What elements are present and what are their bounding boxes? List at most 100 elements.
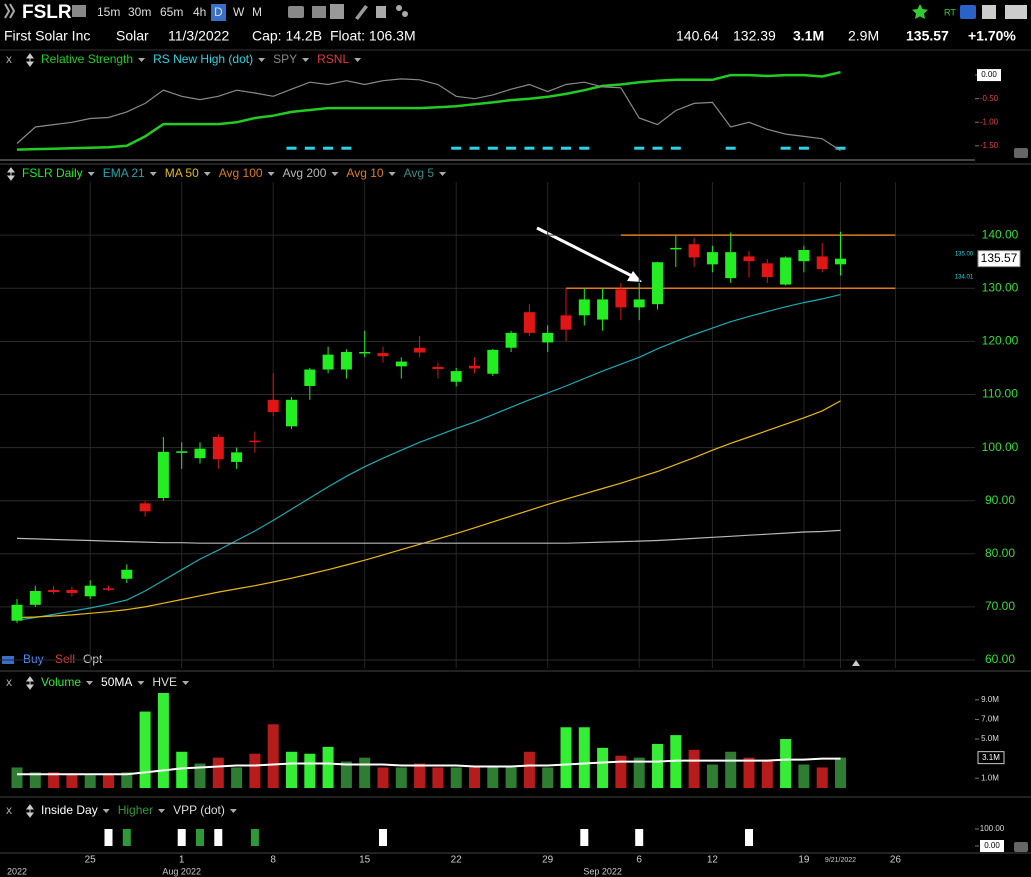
y-tick-label: 60.00: [985, 652, 1015, 666]
close-button[interactable]: x: [6, 803, 12, 817]
volume-bar: [725, 751, 737, 789]
legend-entry[interactable]: EMA 21: [103, 166, 145, 180]
legend-dropdown[interactable]: [138, 58, 146, 62]
scroll-marker[interactable]: [852, 660, 860, 666]
volume-bar: [359, 757, 371, 789]
signal-block: [250, 829, 259, 847]
legend-entry[interactable]: SPY: [273, 52, 297, 66]
interval[interactable]: 65m: [160, 5, 183, 19]
share-icon[interactable]: [960, 5, 976, 19]
candle-body: [578, 299, 590, 316]
realtime[interactable]: RT: [944, 7, 956, 17]
favorite-icon[interactable]: [912, 4, 928, 19]
volume-bar: [780, 739, 792, 789]
legend-dropdown[interactable]: [137, 681, 145, 685]
rs-new-high-dot: [323, 146, 334, 150]
window-icon[interactable]: [1005, 5, 1027, 19]
rs-new-high-dot: [780, 146, 791, 150]
legend-entry[interactable]: RSNL: [317, 52, 349, 66]
legend-entry[interactable]: Avg 100: [219, 166, 263, 180]
interval[interactable]: 15m: [97, 5, 120, 19]
legend-dropdown[interactable]: [331, 172, 339, 176]
legend-dropdown[interactable]: [86, 681, 94, 685]
x-tick-label: 1: [179, 855, 185, 866]
legend-entry[interactable]: Relative Strength: [41, 52, 133, 66]
legend-dropdown[interactable]: [158, 809, 166, 813]
volume-bar: [48, 772, 60, 789]
interval[interactable]: 30m: [128, 5, 151, 19]
candle-body: [267, 399, 279, 413]
volume-bar: [450, 767, 462, 789]
legend-dropdown[interactable]: [439, 172, 447, 176]
interval[interactable]: W: [233, 5, 245, 19]
candle-body: [194, 448, 206, 459]
x-tick-label: 9/21/2022: [825, 857, 856, 864]
tool-icon[interactable]: [376, 6, 386, 18]
legend-dropdown[interactable]: [302, 58, 310, 62]
collapse-button[interactable]: [1014, 842, 1028, 852]
legend-dropdown[interactable]: [182, 681, 190, 685]
volume-bar: [743, 757, 755, 789]
y-tick-label: 80.00: [985, 546, 1015, 560]
legend-entry[interactable]: HVE: [152, 675, 177, 689]
rs-new-high-dot: [487, 146, 498, 150]
tool-icon[interactable]: [288, 6, 304, 18]
candle-body: [725, 252, 737, 279]
legend-entry[interactable]: Avg 200: [283, 166, 327, 180]
legend-dropdown[interactable]: [203, 172, 211, 176]
candle-body: [157, 451, 169, 499]
legend-entry[interactable]: Avg 10: [346, 166, 383, 180]
tool-icon[interactable]: [330, 4, 344, 19]
legend-dropdown[interactable]: [102, 809, 110, 813]
draw-icon[interactable]: [355, 5, 368, 20]
close-button[interactable]: x: [6, 675, 12, 689]
window-icon[interactable]: [982, 5, 996, 19]
volume-bar: [340, 761, 352, 789]
legend-dropdown[interactable]: [87, 172, 95, 176]
tool-icon[interactable]: [396, 5, 402, 11]
candle-body: [249, 440, 261, 443]
legend-entry[interactable]: FSLR Daily: [22, 166, 83, 180]
legend-dropdown[interactable]: [229, 809, 237, 813]
legend-entry[interactable]: 50MA: [101, 675, 132, 689]
legend-entry[interactable]: Avg 5: [404, 166, 435, 180]
chart-icon[interactable]: [72, 5, 86, 17]
interval[interactable]: M: [252, 5, 262, 19]
legend-entry[interactable]: Inside Day: [41, 803, 98, 817]
float: Float: 106.3M: [330, 28, 416, 44]
legend-dropdown[interactable]: [267, 172, 275, 176]
price-box-label: 135.57: [981, 251, 1018, 265]
day-high: 140.64: [676, 28, 719, 44]
candle-body: [139, 503, 151, 512]
collapse-button[interactable]: [1014, 148, 1028, 158]
signal-block: [177, 829, 186, 847]
legend-dropdown[interactable]: [258, 58, 266, 62]
volume-bar: [798, 764, 810, 789]
buy-button[interactable]: Buy: [23, 652, 44, 666]
market-cap: Cap: 14.2B: [252, 28, 322, 44]
legend-dropdown[interactable]: [149, 172, 157, 176]
legend-dropdown[interactable]: [354, 58, 362, 62]
symbol[interactable]: FSLR: [22, 2, 72, 23]
option-button[interactable]: Opt: [83, 652, 103, 666]
menu-icon[interactable]: [4, 3, 16, 19]
legend-entry[interactable]: RS New High (dot): [153, 52, 253, 66]
rs-new-high-dot: [451, 146, 462, 150]
close-button[interactable]: x: [6, 52, 12, 66]
tool-icon[interactable]: [312, 6, 326, 18]
legend-entry[interactable]: MA 50: [165, 166, 199, 180]
legend-dropdown[interactable]: [388, 172, 396, 176]
legend-entry[interactable]: VPP (dot): [173, 803, 225, 817]
signal-block: [745, 829, 753, 847]
tool-icon[interactable]: [402, 11, 408, 17]
interval[interactable]: 4h: [193, 5, 206, 19]
legend-entry[interactable]: Volume: [41, 675, 81, 689]
legend-entry[interactable]: Higher: [118, 803, 153, 817]
reorder-icon: [7, 167, 15, 181]
volume-bar: [212, 757, 224, 789]
candle-body: [432, 366, 444, 369]
sell-button[interactable]: Sell: [55, 652, 75, 666]
interval[interactable]: D: [214, 5, 223, 19]
candle-body: [505, 332, 517, 348]
rs-new-high-dot: [506, 146, 517, 150]
